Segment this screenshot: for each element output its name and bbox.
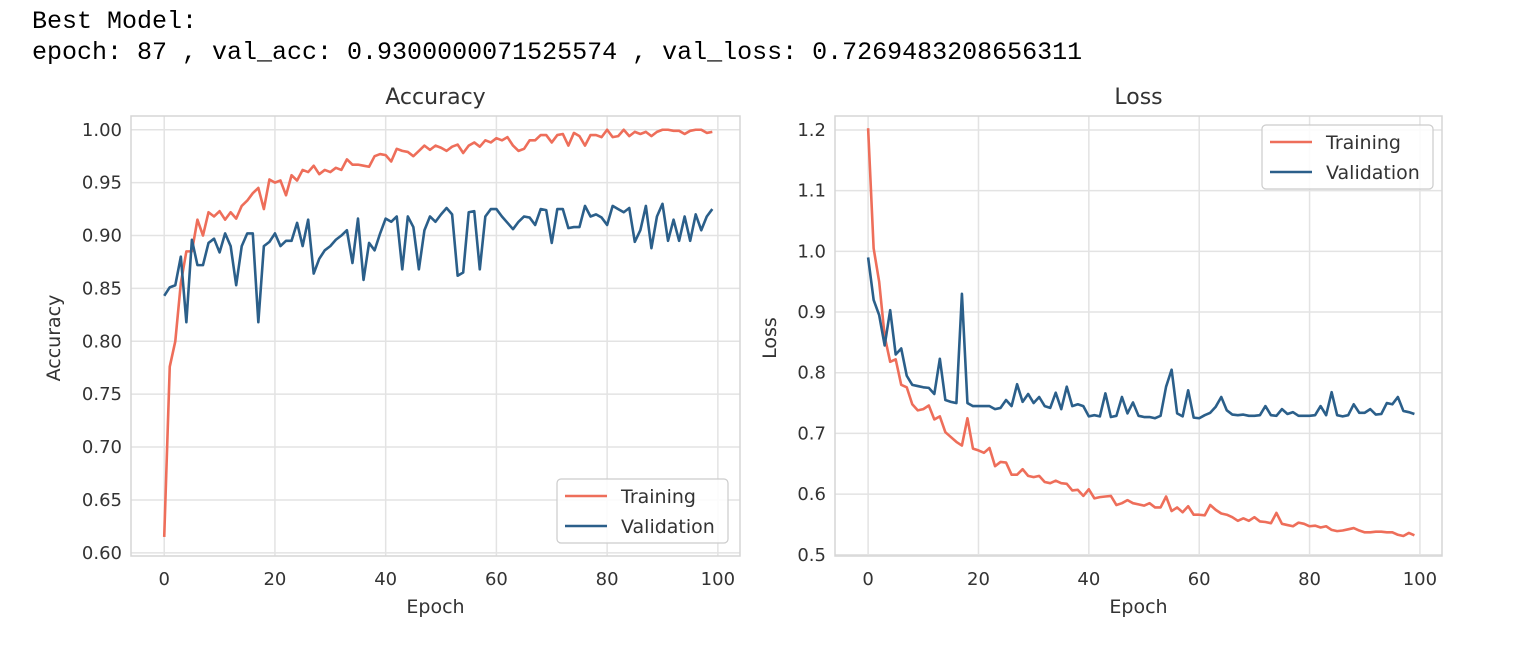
x-tick-label: 40 [374, 569, 397, 590]
y-tick-label: 0.6 [797, 484, 826, 505]
chart-accuracy: 0 20 40 60 80 100 0.60 0.65 0.70 0.75 0.80 0.85 0.90… [43, 85, 741, 618]
series-line-validation [866, 257, 1415, 420]
x-tick-label: 60 [1188, 569, 1211, 590]
y-tick-label: 1.0 [797, 241, 826, 262]
y-tick-label: 1.00 [82, 120, 122, 141]
y-tick-label: 0.65 [82, 490, 122, 511]
best-model-header: Best Model: [32, 7, 198, 36]
x-tick-label: 20 [263, 569, 286, 590]
grid [131, 116, 740, 556]
x-tick-label: 60 [485, 569, 508, 590]
grid [835, 116, 1442, 556]
chart-title: Loss [1114, 85, 1162, 110]
y-tick-label: 0.85 [82, 278, 122, 299]
y-tick-label: 0.90 [82, 226, 122, 247]
x-tick-label: 0 [158, 569, 169, 590]
series-line-training [162, 128, 713, 538]
y-axis-label: Loss [759, 317, 781, 359]
y-axis-label: Accuracy [43, 295, 65, 382]
legend-label-validation: Validation [621, 516, 715, 538]
y-tick-label: 1.1 [797, 181, 826, 202]
best-model-metrics: epoch: 87 , val_acc: 0.9300000071525574 … [32, 38, 1083, 67]
plot-frame [834, 115, 1443, 557]
y-tick-label: 0.7 [797, 423, 826, 444]
x-tick-label: 20 [967, 569, 990, 590]
plot-frame [130, 115, 741, 557]
y-tick-label: 0.70 [82, 437, 122, 458]
y-tick-label: 0.5 [797, 545, 826, 566]
x-tick-label: 100 [701, 569, 735, 590]
console-output: Best Model: epoch: 87 , val_acc: 0.930000… [32, 6, 1082, 68]
x-tick-label: 80 [596, 569, 619, 590]
legend-label-training: Training [620, 486, 696, 508]
y-tick-label: 0.80 [82, 331, 122, 352]
legend: Training Validation [556, 478, 729, 544]
x-axis-label: Epoch [1109, 596, 1167, 618]
legend: Training Validation [1261, 124, 1434, 190]
y-tick-label: 0.75 [82, 384, 122, 405]
x-tick-label: 0 [862, 569, 873, 590]
x-tick-label: 40 [1077, 569, 1100, 590]
y-tick-label: 0.95 [82, 173, 122, 194]
x-axis-label: Epoch [406, 596, 464, 618]
x-tick-label: 100 [1403, 569, 1437, 590]
y-tick-label: 0.9 [797, 302, 826, 323]
legend-label-training: Training [1325, 132, 1401, 154]
y-tick-label: 0.60 [82, 543, 122, 564]
legend-label-validation: Validation [1326, 162, 1420, 184]
series-line-validation [163, 202, 714, 324]
y-tick-label: 0.8 [797, 363, 826, 384]
chart-title: Accuracy [385, 85, 485, 110]
series-line-training [866, 128, 1415, 538]
chart-loss: 0 20 40 60 80 100 0.5 0.6 0.7 0.8 0.9 1.0 1.1 1.2 Loss… [759, 85, 1443, 618]
x-tick-label: 80 [1298, 569, 1321, 590]
y-tick-label: 1.2 [797, 120, 826, 141]
